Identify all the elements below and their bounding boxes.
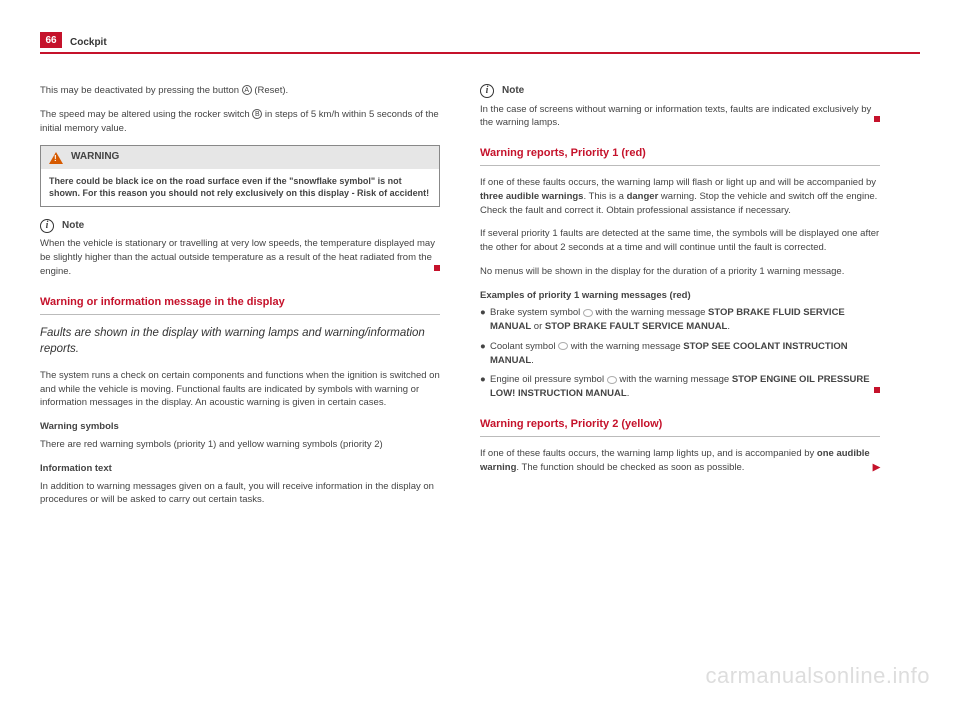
coolant-symbol-icon xyxy=(558,342,568,350)
page-container: 66 Cockpit This may be deactivated by pr… xyxy=(0,0,960,701)
heading-priority-1: Warning reports, Priority 1 (red) xyxy=(480,146,880,166)
bullet-item: ● Engine oil pressure symbol with the wa… xyxy=(480,373,880,401)
bullet-icon: ● xyxy=(480,306,490,334)
text: If one of these faults occurs, the warni… xyxy=(480,177,876,188)
sub-title: Information text xyxy=(40,462,440,476)
sub-heading: Faults are shown in the display with war… xyxy=(40,325,440,357)
paragraph: If one of these faults occurs, the warni… xyxy=(480,447,880,475)
text: or xyxy=(531,321,545,332)
page-number: 66 xyxy=(40,32,62,48)
paragraph: No menus will be shown in the display fo… xyxy=(480,265,880,279)
note-body: In the case of screens without warning o… xyxy=(480,103,880,131)
brake-symbol-icon xyxy=(583,309,593,317)
section-title: Cockpit xyxy=(70,37,107,48)
heading-priority-2: Warning reports, Priority 2 (yellow) xyxy=(480,417,880,437)
bullet-item: ● Brake system symbol with the warning m… xyxy=(480,306,880,334)
sub-title: Warning symbols xyxy=(40,420,440,434)
text: . This is a xyxy=(583,191,626,202)
bullet-icon: ● xyxy=(480,340,490,368)
info-icon: i xyxy=(40,219,54,233)
note-header: i Note xyxy=(40,219,440,234)
bullet-item: ● Coolant symbol with the warning messag… xyxy=(480,340,880,368)
text: The speed may be altered using the rocke… xyxy=(40,109,252,120)
text: with the warning message xyxy=(617,374,732,385)
bullet-icon: ● xyxy=(480,373,490,401)
note-header: i Note xyxy=(480,84,880,99)
text: . xyxy=(727,321,730,332)
text: Coolant symbol xyxy=(490,341,558,352)
warning-title: WARNING xyxy=(71,150,119,165)
button-badge-a: A xyxy=(242,85,252,95)
watermark: carmanualsonline.info xyxy=(705,663,930,689)
heading-warning-display: Warning or information message in the di… xyxy=(40,295,440,315)
note-body: When the vehicle is stationary or travel… xyxy=(40,237,440,278)
sub-title: Examples of priority 1 warning messages … xyxy=(480,289,880,303)
text-bold: STOP BRAKE FAULT SERVICE MANUAL xyxy=(545,321,727,332)
header-row: 66 Cockpit xyxy=(40,0,920,48)
paragraph: In addition to warning messages given on… xyxy=(40,480,440,508)
paragraph: The speed may be altered using the rocke… xyxy=(40,108,440,136)
warning-header: WARNING xyxy=(41,146,439,169)
text: (Reset). xyxy=(254,85,288,96)
note-label: Note xyxy=(62,219,84,234)
info-icon: i xyxy=(480,84,494,98)
text: When the vehicle is stationary or travel… xyxy=(40,238,435,277)
paragraph: The system runs a check on certain compo… xyxy=(40,369,440,410)
content-columns: This may be deactivated by pressing the … xyxy=(40,84,920,517)
text: In the case of screens without warning o… xyxy=(480,104,871,129)
paragraph: If one of these faults occurs, the warni… xyxy=(480,176,880,217)
bullet-text: Engine oil pressure symbol with the warn… xyxy=(490,373,880,401)
text: . xyxy=(627,388,630,399)
text: with the warning message xyxy=(593,307,708,318)
warning-body: There could be black ice on the road sur… xyxy=(41,169,439,206)
text: with the warning message xyxy=(568,341,683,352)
paragraph: There are red warning symbols (priority … xyxy=(40,438,440,452)
accent-bar xyxy=(40,52,920,54)
right-column: i Note In the case of screens without wa… xyxy=(480,84,880,517)
text: If one of these faults occurs, the warni… xyxy=(480,448,817,459)
text: This may be deactivated by pressing the … xyxy=(40,85,242,96)
paragraph: This may be deactivated by pressing the … xyxy=(40,84,440,98)
bullet-text: Coolant symbol with the warning message … xyxy=(490,340,880,368)
oil-symbol-icon xyxy=(607,376,617,384)
end-mark-icon xyxy=(874,387,880,393)
button-badge-b: B xyxy=(252,109,262,119)
end-mark-icon xyxy=(434,265,440,271)
continue-arrow-icon: ▶ xyxy=(873,461,880,475)
text: . The function should be checked as soon… xyxy=(516,462,744,473)
text-bold: danger xyxy=(627,191,659,202)
end-mark-icon xyxy=(874,116,880,122)
note-label: Note xyxy=(502,84,524,99)
warning-triangle-icon xyxy=(49,152,63,164)
warning-box: WARNING There could be black ice on the … xyxy=(40,145,440,207)
text: Engine oil pressure symbol xyxy=(490,374,607,385)
text: . xyxy=(531,355,534,366)
text-bold: three audible warnings xyxy=(480,191,583,202)
bullet-text: Brake system symbol with the warning mes… xyxy=(490,306,880,334)
left-column: This may be deactivated by pressing the … xyxy=(40,84,440,517)
paragraph: If several priority 1 faults are detecte… xyxy=(480,227,880,255)
text: Brake system symbol xyxy=(490,307,583,318)
